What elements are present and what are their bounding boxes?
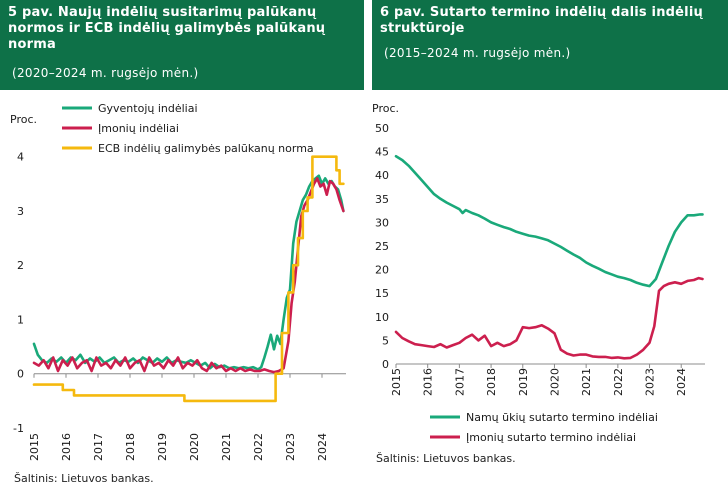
legend-label-2: Įmonių indėliai xyxy=(98,122,179,135)
y-tick-label: 0 xyxy=(17,368,24,381)
x-tick-label: 2024 xyxy=(316,433,329,461)
y-tick-label: 45 xyxy=(375,146,389,159)
right-chart-source: Šaltinis: Lietuvos bankas. xyxy=(376,452,516,465)
x-tick-label: 2017 xyxy=(453,368,466,396)
y-tick-label: 50 xyxy=(375,122,389,135)
y-tick-label: 30 xyxy=(375,216,389,229)
x-tick-label: 2021 xyxy=(580,368,593,396)
x-tick-label: 2017 xyxy=(92,433,105,461)
x-tick-label: 2021 xyxy=(220,433,233,461)
left-chart-source: Šaltinis: Lietuvos bankas. xyxy=(14,472,154,485)
x-tick-label: 2016 xyxy=(422,368,435,396)
legend-label-1: Gyventojų indėliai xyxy=(98,102,198,115)
x-tick-label: 2019 xyxy=(517,368,530,396)
x-tick-label: 2020 xyxy=(188,433,201,461)
legend-label-2: Įmonių sutarto termino indėliai xyxy=(466,431,636,444)
y-tick-label: 10 xyxy=(375,311,389,324)
x-tick-label: 2023 xyxy=(284,433,297,461)
left-chart: Proc. -1 0 1 2 3 4 2015 2016 2017 2018 2019 2020 2021… xyxy=(0,0,364,487)
legend-label-3: ECB indėlių galimybės palūkanų norma xyxy=(98,142,314,155)
legend-label-1: Namų ūkių sutarto termino indėliai xyxy=(466,411,658,424)
x-tick-label: 2016 xyxy=(60,433,73,461)
series-line-2 xyxy=(396,278,703,358)
x-tick-label: 2024 xyxy=(675,368,688,396)
right-chart: Proc. 0 5 10 15 20 25 30 35 40 45 50 2015 2016 2017 201… xyxy=(372,0,728,487)
y-tick-label: 35 xyxy=(375,193,389,206)
y-tick-label: 5 xyxy=(382,334,389,347)
x-tick-label: 2022 xyxy=(612,368,625,396)
x-tick-label: 2019 xyxy=(156,433,169,461)
y-tick-label: -1 xyxy=(13,422,24,435)
x-tick-label: 2020 xyxy=(548,368,561,396)
y-tick-label: 20 xyxy=(375,264,389,277)
x-tick-label: 2018 xyxy=(485,368,498,396)
y-tick-label: 3 xyxy=(17,205,24,218)
y-axis-label: Proc. xyxy=(372,102,399,115)
y-tick-label: 15 xyxy=(375,287,389,300)
right-chart-panel: 6 pav. Sutarto termino indėlių dalis ind… xyxy=(372,0,728,487)
y-tick-label: 0 xyxy=(382,358,389,371)
x-tick-label: 2022 xyxy=(252,433,265,461)
y-tick-label: 4 xyxy=(17,151,24,164)
left-chart-panel: 5 pav. Naujų indėlių susitarimų palūkanų… xyxy=(0,0,364,487)
x-tick-label: 2023 xyxy=(644,368,657,396)
series-line-1 xyxy=(34,176,343,370)
series-line-2 xyxy=(34,178,343,372)
x-tick-label: 2015 xyxy=(28,433,41,461)
series-line-1 xyxy=(396,156,703,286)
y-axis-label: Proc. xyxy=(10,113,37,126)
y-tick-label: 1 xyxy=(17,313,24,326)
y-tick-label: 2 xyxy=(17,259,24,272)
y-tick-label: 40 xyxy=(375,169,389,182)
x-tick-label: 2018 xyxy=(124,433,137,461)
x-tick-label: 2015 xyxy=(390,368,403,396)
y-tick-label: 25 xyxy=(375,240,389,253)
